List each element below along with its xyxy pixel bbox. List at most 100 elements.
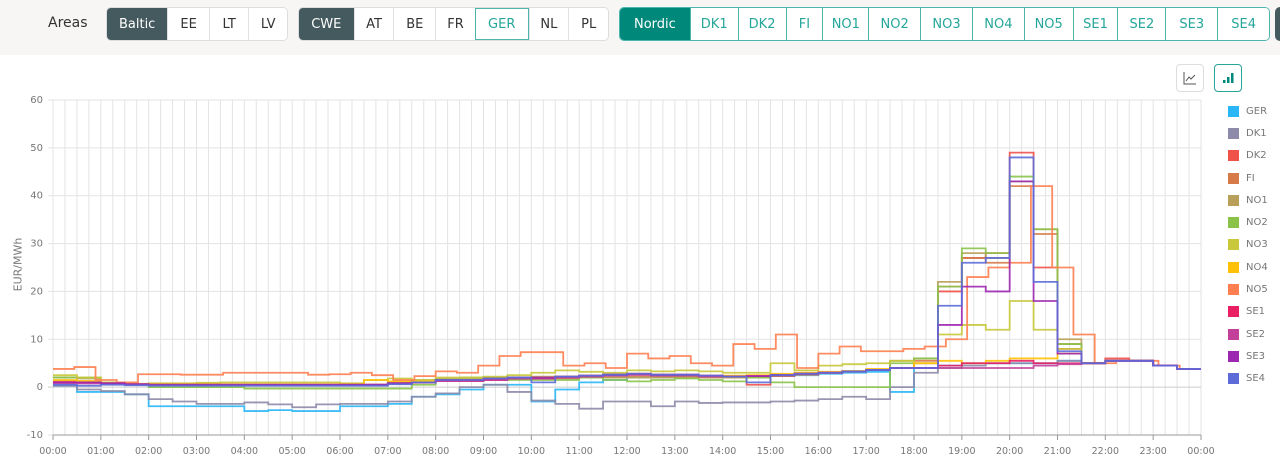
legend-label: DK2 [1246,150,1267,162]
x-tick-label: 02:00 [135,446,162,457]
area-button-pl[interactable]: PL [568,8,608,40]
legend-item-se3[interactable]: SE3 [1228,345,1268,367]
legend-label: DK1 [1246,127,1267,139]
area-button-no2[interactable]: NO2 [868,8,921,40]
y-tick-label: 30 [30,239,43,250]
x-tick-label: 11:00 [565,446,592,457]
legend-item-dk2[interactable]: DK2 [1228,145,1268,167]
y-tick-label: 0 [37,382,43,393]
legend-swatch [1228,261,1239,273]
x-tick-label: 15:00 [757,446,784,457]
legend-label: FI [1246,172,1255,184]
area-filter-bar: Areas Baltic EE LT LV CWE AT BE FR GER NL PL Nord… [0,0,1280,55]
x-tick-label: 06:00 [326,446,353,457]
x-tick-label: 10:00 [518,446,545,457]
area-button-nordic[interactable]: Nordic [620,8,690,40]
y-tick-label: 10 [30,334,43,345]
y-tick-label: -10 [27,430,43,441]
legend-item-ger[interactable]: GER [1228,100,1268,122]
area-button-fi[interactable]: FI [785,8,823,40]
legend-item-no4[interactable]: NO4 [1228,256,1268,278]
x-tick-label: 13:00 [661,446,688,457]
area-button-nl[interactable]: NL [528,8,569,40]
area-button-no4[interactable]: NO4 [971,8,1024,40]
area-button-se4[interactable]: SE4 [1217,8,1269,40]
legend-label: SE4 [1246,373,1266,385]
legend-swatch [1228,373,1239,385]
area-button-baltic[interactable]: Baltic [107,8,168,40]
area-button-be[interactable]: BE [393,8,436,40]
area-button-fr[interactable]: FR [435,8,475,40]
x-tick-label: 18:00 [900,446,927,457]
x-tick-label: 16:00 [805,446,832,457]
series-line-no3 [53,300,1201,385]
series-line-dk1 [53,359,1201,410]
legend-label: NO5 [1246,284,1268,296]
x-tick-label: 07:00 [374,446,401,457]
x-tick-label: 01:00 [87,446,114,457]
area-button-lt[interactable]: LT [208,8,249,40]
area-button-no1[interactable]: NO1 [822,8,869,40]
x-tick-label: 09:00 [470,446,497,457]
y-tick-label: 50 [30,143,43,154]
area-button-no5[interactable]: NO5 [1023,8,1073,40]
area-button-at[interactable]: AT [353,8,394,40]
legend-item-se2[interactable]: SE2 [1228,323,1268,345]
x-tick-label: 00:00 [39,446,66,457]
legend-swatch [1228,127,1239,139]
legend-swatch [1228,105,1239,117]
legend-swatch [1228,172,1239,184]
legend-label: SE1 [1246,306,1266,318]
y-tick-label: 20 [30,286,43,297]
price-chart: -10 0 10 20 30 40 50 60 00:00 01:00 02:00 03:00 04:0… [27,95,1215,457]
area-button-se1[interactable]: SE1 [1072,8,1118,40]
bar-chart-button[interactable] [1214,64,1242,92]
legend-swatch [1228,328,1239,340]
area-button-se2[interactable]: SE2 [1117,8,1166,40]
legend-item-no1[interactable]: NO1 [1228,189,1268,211]
legend-swatch [1228,194,1239,206]
legend-label: SE2 [1246,328,1266,340]
x-tick-label: 19:00 [948,446,975,457]
legend-item-dk1[interactable]: DK1 [1228,122,1268,144]
legend-swatch [1228,350,1239,362]
legend-label: NO1 [1246,194,1268,206]
x-tick-label: 04:00 [231,446,258,457]
area-button-ee[interactable]: EE [167,8,209,40]
y-tick-label: 60 [30,95,43,106]
x-tick-label: 12:00 [613,446,640,457]
area-button-se3[interactable]: SE3 [1165,8,1218,40]
bar-chart-icon [1223,73,1234,83]
legend-swatch [1228,217,1239,229]
legend-label: NO4 [1246,261,1268,273]
legend-label: GER [1246,105,1268,117]
legend-item-fi[interactable]: FI [1228,167,1268,189]
legend-item-se4[interactable]: SE4 [1228,368,1268,390]
area-button-dk2[interactable]: DK2 [737,8,786,40]
legend-item-no2[interactable]: NO2 [1228,211,1268,233]
x-tick-label: 21:00 [1044,446,1071,457]
area-button-dk1[interactable]: DK1 [689,8,738,40]
area-button-cwe[interactable]: CWE [299,8,354,40]
legend-swatch [1228,150,1239,162]
x-tick-label: 14:00 [709,446,736,457]
x-tick-label: 03:00 [183,446,210,457]
line-chart-button[interactable] [1176,64,1204,92]
legend-label: NO2 [1246,217,1268,229]
legend-label: NO3 [1246,239,1268,251]
area-button-lv[interactable]: LV [248,8,287,40]
x-tick-label: 00:00 [1187,446,1214,457]
more-areas-button[interactable] [1275,7,1280,41]
area-button-no3[interactable]: NO3 [920,8,972,40]
legend-item-no5[interactable]: NO5 [1228,278,1268,300]
legend-item-no3[interactable]: NO3 [1228,234,1268,256]
nordic-group: Nordic DK1 DK2 FI NO1 NO2 NO3 NO4 NO5 SE1 SE2 SE3 SE… [619,7,1270,41]
series-line-se4 [53,156,1201,387]
area-button-ger[interactable]: GER [474,8,529,40]
x-tick-label: 22:00 [1092,446,1119,457]
cwe-group: CWE AT BE FR GER NL PL [298,7,609,41]
legend-item-se1[interactable]: SE1 [1228,301,1268,323]
legend-swatch [1228,284,1239,296]
legend-swatch [1228,239,1239,251]
legend-swatch [1228,306,1239,318]
